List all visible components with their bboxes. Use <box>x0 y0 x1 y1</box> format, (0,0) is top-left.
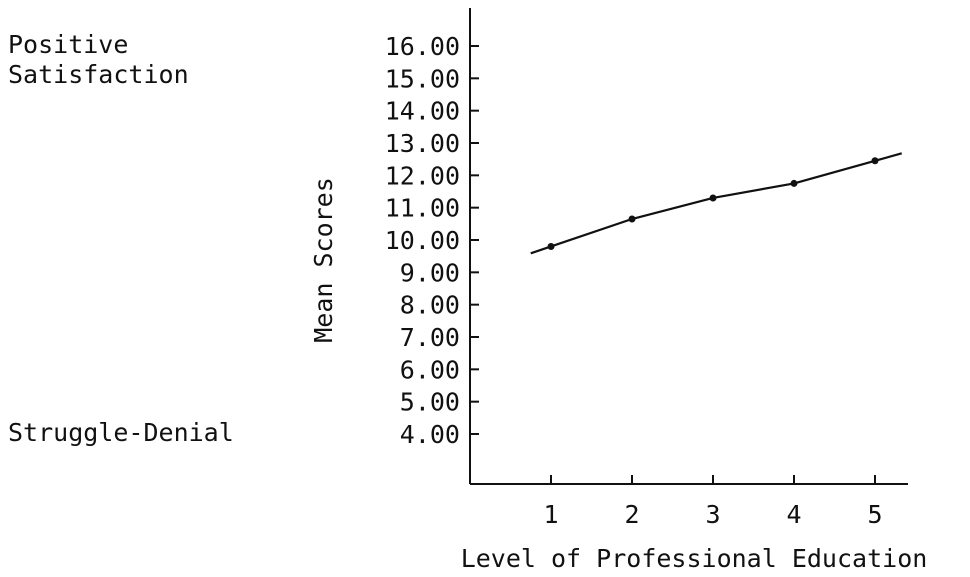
positive-label-line1: Positive <box>8 30 129 59</box>
y-tick-label: 14.00 <box>385 97 460 126</box>
y-tick-label: 7.00 <box>400 323 460 352</box>
data-point <box>709 194 717 202</box>
axes <box>469 8 908 485</box>
x-tick-label: 1 <box>543 500 558 529</box>
y-tick-label: 9.00 <box>400 258 460 287</box>
data-point <box>871 157 879 165</box>
y-tick-label: 4.00 <box>400 420 460 449</box>
y-tick-label: 6.00 <box>400 355 460 384</box>
positive-label-line2: Satisfaction <box>8 60 189 89</box>
data-point <box>790 179 798 187</box>
x-tick-label: 4 <box>786 500 801 529</box>
y-ticks: 4.00 5.00 6.00 7.00 8.00 9.00 10.00 11.00 12.00 1… <box>385 32 479 449</box>
data-point <box>628 215 636 223</box>
x-tick-label: 5 <box>867 500 882 529</box>
y-tick-label: 11.00 <box>385 194 460 223</box>
y-tick-label: 12.00 <box>385 161 460 190</box>
x-axis-label: Level of Professional Education <box>461 544 928 573</box>
series-line <box>530 152 903 255</box>
y-tick-label: 15.00 <box>385 64 460 93</box>
series-layer <box>530 152 903 255</box>
x-tick-label: 3 <box>705 500 720 529</box>
struggle-denial-label: Struggle-Denial <box>8 418 234 447</box>
data-point <box>547 242 555 250</box>
x-tick-label: 2 <box>624 500 639 529</box>
y-tick-label: 13.00 <box>385 129 460 158</box>
y-tick-label: 10.00 <box>385 226 460 255</box>
y-tick-label: 8.00 <box>400 291 460 320</box>
y-tick-label: 5.00 <box>400 388 460 417</box>
y-tick-label: 16.00 <box>385 32 460 61</box>
x-ticks: 1 2 3 4 5 <box>543 475 883 529</box>
y-axis-label: Mean Scores <box>309 177 338 343</box>
